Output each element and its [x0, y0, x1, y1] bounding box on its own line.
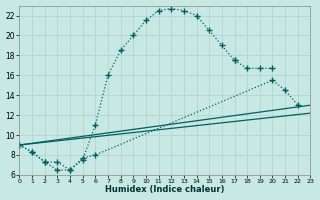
- X-axis label: Humidex (Indice chaleur): Humidex (Indice chaleur): [105, 185, 225, 194]
